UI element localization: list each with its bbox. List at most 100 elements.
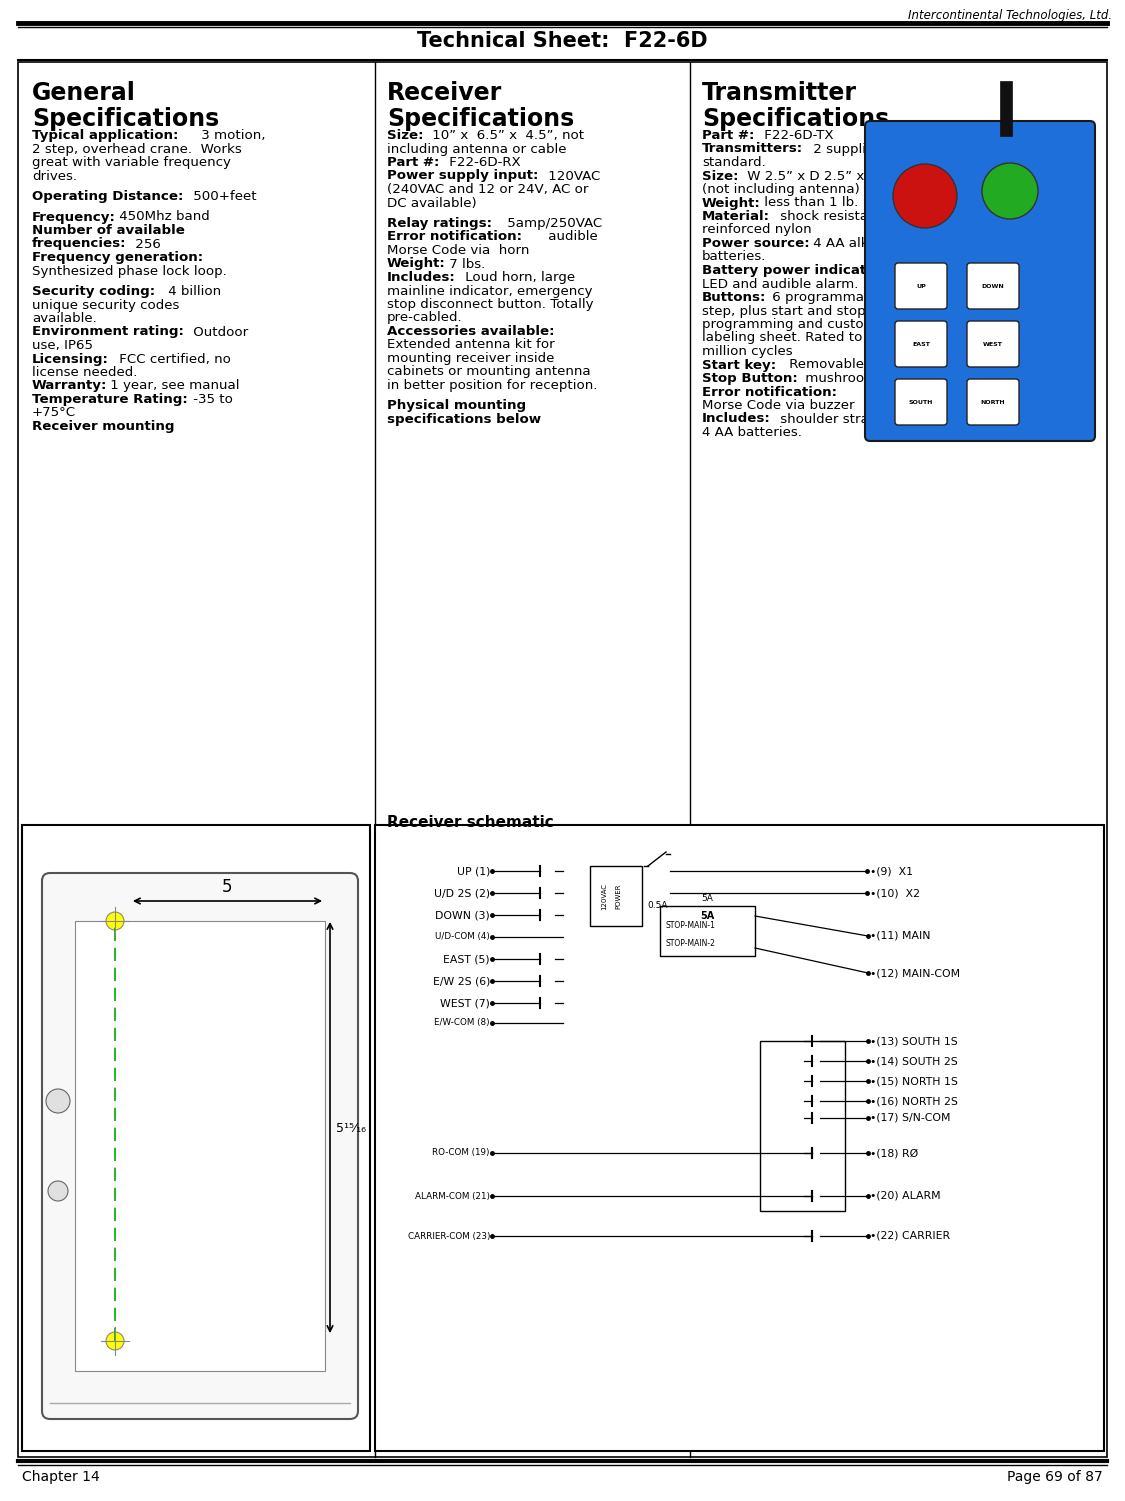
Text: 256: 256 <box>132 237 161 251</box>
Text: 5amp/250VAC: 5amp/250VAC <box>503 218 602 230</box>
Text: •(22) CARRIER: •(22) CARRIER <box>870 1231 951 1241</box>
Text: Error notification:: Error notification: <box>702 386 837 398</box>
Text: labeling sheet. Rated to 2: labeling sheet. Rated to 2 <box>702 332 875 345</box>
Text: drives.: drives. <box>32 170 78 183</box>
Text: •(13) SOUTH 1S: •(13) SOUTH 1S <box>870 1036 957 1046</box>
Text: General: General <box>32 81 136 105</box>
Text: Intercontinental Technologies, Ltd.: Intercontinental Technologies, Ltd. <box>908 9 1112 23</box>
Text: Weight:: Weight: <box>387 258 446 270</box>
Text: 1 year, see manual: 1 year, see manual <box>107 380 240 392</box>
Text: EAST (5): EAST (5) <box>443 955 490 964</box>
Text: F22-6D-TX: F22-6D-TX <box>759 129 834 143</box>
Text: programming and custom: programming and custom <box>702 318 876 332</box>
Text: 4 billion: 4 billion <box>164 285 222 299</box>
Text: U/D-COM (4): U/D-COM (4) <box>435 932 490 941</box>
Text: STOP-MAIN-2: STOP-MAIN-2 <box>665 940 714 949</box>
Text: unique security codes: unique security codes <box>32 299 179 312</box>
Text: 450Mhz band: 450Mhz band <box>115 210 209 224</box>
Bar <box>760 1042 845 1211</box>
Circle shape <box>46 1090 70 1114</box>
Text: 2 step, overhead crane.  Works: 2 step, overhead crane. Works <box>32 143 242 156</box>
Text: Specifications: Specifications <box>702 107 889 131</box>
Text: Page 69 of 87: Page 69 of 87 <box>1007 1469 1102 1484</box>
Text: Extended antenna kit for: Extended antenna kit for <box>387 339 555 351</box>
Text: Includes:: Includes: <box>387 272 456 284</box>
Text: POWER: POWER <box>615 883 621 908</box>
Text: Loud horn, large: Loud horn, large <box>461 272 576 284</box>
Text: E/W 2S (6): E/W 2S (6) <box>433 976 490 986</box>
FancyBboxPatch shape <box>968 321 1019 368</box>
Text: frequencies:: frequencies: <box>32 237 126 251</box>
Text: Weight:: Weight: <box>702 197 760 210</box>
Text: WEST: WEST <box>983 342 1004 347</box>
Text: Transmitters:: Transmitters: <box>702 143 803 156</box>
Bar <box>1000 81 1012 137</box>
Text: including antenna or cable: including antenna or cable <box>387 143 567 156</box>
Text: Removable: Removable <box>784 359 864 372</box>
Text: +75°C: +75°C <box>32 407 76 419</box>
Text: Warranty:: Warranty: <box>32 380 107 392</box>
Text: DC available): DC available) <box>387 197 477 210</box>
Text: 4 AA alkaline: 4 AA alkaline <box>810 237 901 251</box>
Text: Typical application:: Typical application: <box>32 129 179 143</box>
Text: Chapter 14: Chapter 14 <box>22 1469 100 1484</box>
FancyBboxPatch shape <box>865 122 1095 441</box>
Text: EAST: EAST <box>912 342 930 347</box>
Text: (240VAC and 12 or 24V, AC or: (240VAC and 12 or 24V, AC or <box>387 183 588 197</box>
Text: Transmitter: Transmitter <box>702 81 857 105</box>
Text: Morse Code via buzzer: Morse Code via buzzer <box>702 399 855 411</box>
Text: in better position for reception.: in better position for reception. <box>387 378 597 392</box>
Text: Synthesized phase lock loop.: Synthesized phase lock loop. <box>32 264 227 278</box>
Text: 7 lbs.: 7 lbs. <box>444 258 485 270</box>
Text: •(20) ALARM: •(20) ALARM <box>870 1190 940 1201</box>
Text: Error notification:: Error notification: <box>387 231 522 243</box>
Text: cabinets or mounting antenna: cabinets or mounting antenna <box>387 366 591 378</box>
Text: 10” x  6.5” x  4.5”, not: 10” x 6.5” x 4.5”, not <box>429 129 585 143</box>
Text: E/W-COM (8): E/W-COM (8) <box>434 1019 490 1028</box>
Text: •(15) NORTH 1S: •(15) NORTH 1S <box>870 1076 957 1087</box>
Text: DOWN: DOWN <box>982 284 1005 288</box>
Text: mushroom style: mushroom style <box>801 372 914 384</box>
Text: DOWN (3): DOWN (3) <box>435 910 490 920</box>
Text: available.: available. <box>32 312 97 326</box>
Text: •(18) RØ: •(18) RØ <box>870 1148 918 1157</box>
Text: Part #:: Part #: <box>387 156 440 170</box>
FancyBboxPatch shape <box>968 263 1019 309</box>
Text: •(14) SOUTH 2S: •(14) SOUTH 2S <box>870 1057 957 1066</box>
Text: million cycles: million cycles <box>702 345 793 359</box>
Text: Receiver schematic: Receiver schematic <box>387 815 554 830</box>
Bar <box>22 826 370 1451</box>
Text: standard.: standard. <box>702 156 766 170</box>
Text: •(16) NORTH 2S: •(16) NORTH 2S <box>870 1096 957 1106</box>
Text: less than 1 lb.: less than 1 lb. <box>759 197 858 210</box>
Text: mainline indicator, emergency: mainline indicator, emergency <box>387 285 593 297</box>
Text: STOP-MAIN-1: STOP-MAIN-1 <box>665 922 714 931</box>
Text: Accessories available:: Accessories available: <box>387 326 555 338</box>
Text: WEST (7): WEST (7) <box>440 998 490 1009</box>
Text: Temperature Rating:: Temperature Rating: <box>32 393 188 405</box>
Text: Technical Sheet:  F22-6D: Technical Sheet: F22-6D <box>416 32 708 51</box>
FancyBboxPatch shape <box>896 378 947 425</box>
Text: Includes:: Includes: <box>702 413 771 425</box>
Text: Material:: Material: <box>702 210 770 224</box>
FancyBboxPatch shape <box>896 263 947 309</box>
Text: pre-cabled.: pre-cabled. <box>387 312 462 324</box>
Text: Battery power indication:: Battery power indication: <box>702 264 894 278</box>
Text: Specifications: Specifications <box>387 107 574 131</box>
Text: Number of available: Number of available <box>32 224 184 237</box>
Text: Size:: Size: <box>387 129 423 143</box>
Text: UP (1): UP (1) <box>457 866 490 877</box>
Text: 120VAC: 120VAC <box>544 170 601 183</box>
Circle shape <box>106 913 124 931</box>
Text: 2 ½: 2 ½ <box>178 1087 207 1102</box>
Text: Frequency generation:: Frequency generation: <box>32 251 204 264</box>
Text: 5A: 5A <box>702 895 713 904</box>
Text: 5: 5 <box>222 878 232 896</box>
Text: Operating Distance:: Operating Distance: <box>32 191 183 203</box>
Text: Receiver mounting: Receiver mounting <box>32 420 174 432</box>
Text: audible: audible <box>544 231 597 243</box>
Text: Receiver: Receiver <box>387 81 502 105</box>
Text: NORTH: NORTH <box>981 399 1006 404</box>
Text: reinforced nylon: reinforced nylon <box>702 224 811 237</box>
Text: Specifications: Specifications <box>32 107 219 131</box>
